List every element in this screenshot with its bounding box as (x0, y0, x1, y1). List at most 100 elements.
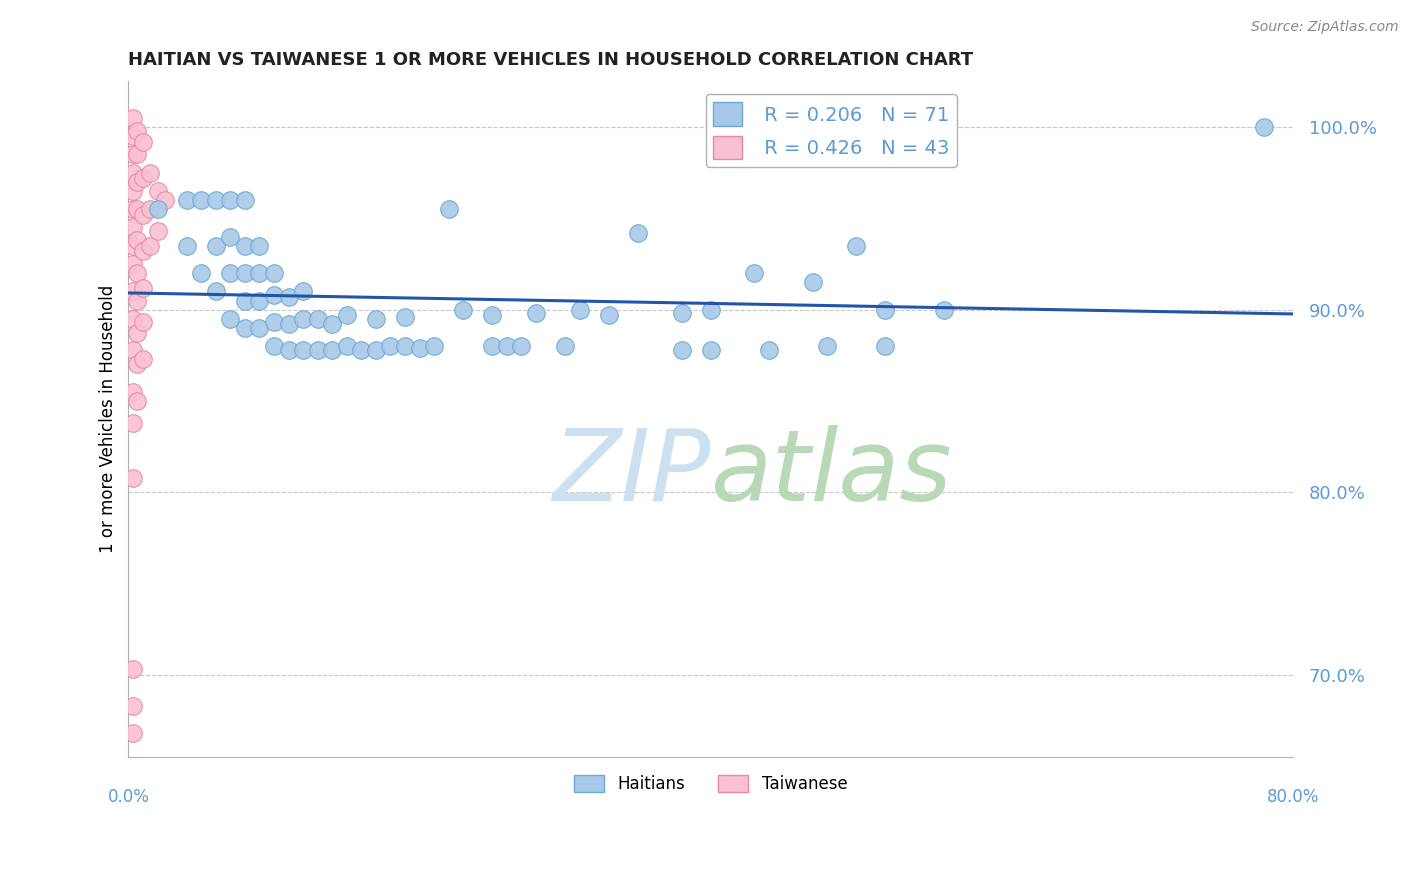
Point (875, 302, 897, 317)
Point (132, 244, 155, 259)
Text: atlas: atlas (710, 425, 952, 522)
Point (127, 326, 149, 341)
Point (121, 662, 143, 676)
Point (292, 285, 315, 299)
Point (121, 311, 143, 326)
Point (249, 321, 271, 335)
Point (1253, 120, 1275, 134)
Point (127, 123, 149, 137)
Point (127, 293, 149, 308)
Point (132, 315, 155, 329)
Point (451, 302, 474, 317)
Point (121, 202, 143, 217)
Point (121, 416, 143, 430)
Point (139, 166, 162, 180)
Point (364, 343, 387, 357)
Point (744, 266, 766, 280)
Point (121, 184, 143, 198)
Point (121, 257, 143, 271)
Point (758, 343, 780, 357)
Point (121, 726, 143, 740)
Point (121, 166, 143, 180)
Point (307, 311, 329, 326)
Point (121, 147, 143, 161)
Point (127, 266, 149, 280)
Point (121, 238, 143, 252)
Text: Source: ZipAtlas.com: Source: ZipAtlas.com (1251, 20, 1399, 34)
Point (121, 384, 143, 399)
Point (121, 343, 143, 357)
Point (127, 202, 149, 217)
Text: HAITIAN VS TAIWANESE 1 OR MORE VEHICLES IN HOUSEHOLD CORRELATION CHART: HAITIAN VS TAIWANESE 1 OR MORE VEHICLES … (128, 51, 973, 69)
Point (204, 285, 226, 299)
Point (321, 343, 343, 357)
Point (127, 393, 149, 408)
Point (249, 266, 271, 280)
Point (176, 193, 198, 207)
Point (699, 302, 721, 317)
Point (121, 111, 143, 125)
Point (127, 175, 149, 189)
Point (132, 171, 155, 186)
Point (481, 339, 503, 353)
Y-axis label: 1 or more Vehicles in Household: 1 or more Vehicles in Household (100, 285, 117, 553)
Point (815, 339, 838, 353)
Point (350, 343, 373, 357)
Point (190, 266, 212, 280)
Point (437, 202, 460, 217)
Point (394, 310, 416, 324)
Point (249, 238, 271, 252)
Point (932, 302, 955, 317)
Point (496, 339, 519, 353)
Point (233, 238, 256, 252)
Point (146, 184, 169, 198)
Point (263, 315, 285, 329)
Point (801, 275, 824, 289)
Point (423, 339, 446, 353)
Point (598, 308, 620, 322)
Point (277, 290, 299, 304)
Point (554, 339, 576, 353)
Legend:  R = 0.206   N = 71,  R = 0.426   N = 43: R = 0.206 N = 71, R = 0.426 N = 43 (706, 95, 957, 167)
Point (146, 202, 169, 217)
Point (336, 308, 359, 322)
Point (204, 238, 226, 252)
Point (127, 147, 149, 161)
Point (263, 339, 285, 353)
Point (132, 135, 155, 149)
Point (121, 470, 143, 484)
Point (127, 358, 149, 372)
Point (132, 351, 155, 366)
Text: ZIP: ZIP (553, 425, 710, 522)
Point (408, 341, 430, 355)
Point (139, 202, 162, 217)
Point (219, 193, 242, 207)
Point (336, 339, 359, 353)
Point (233, 193, 256, 207)
Point (481, 308, 503, 322)
Point (568, 302, 591, 317)
Point (121, 698, 143, 713)
Point (671, 343, 693, 357)
Point (139, 238, 162, 252)
Point (524, 306, 547, 320)
Point (249, 293, 271, 308)
Point (321, 318, 343, 332)
Point (627, 226, 650, 240)
Point (364, 311, 387, 326)
Point (277, 343, 299, 357)
Text: 80.0%: 80.0% (1267, 788, 1319, 805)
Point (146, 224, 169, 238)
Point (292, 311, 315, 326)
Point (121, 285, 143, 299)
Point (233, 321, 256, 335)
Point (307, 343, 329, 357)
Point (875, 339, 897, 353)
Text: 0.0%: 0.0% (107, 788, 149, 805)
Point (277, 318, 299, 332)
Point (510, 339, 533, 353)
Point (845, 238, 868, 252)
Point (132, 281, 155, 295)
Point (121, 129, 143, 144)
Point (132, 208, 155, 222)
